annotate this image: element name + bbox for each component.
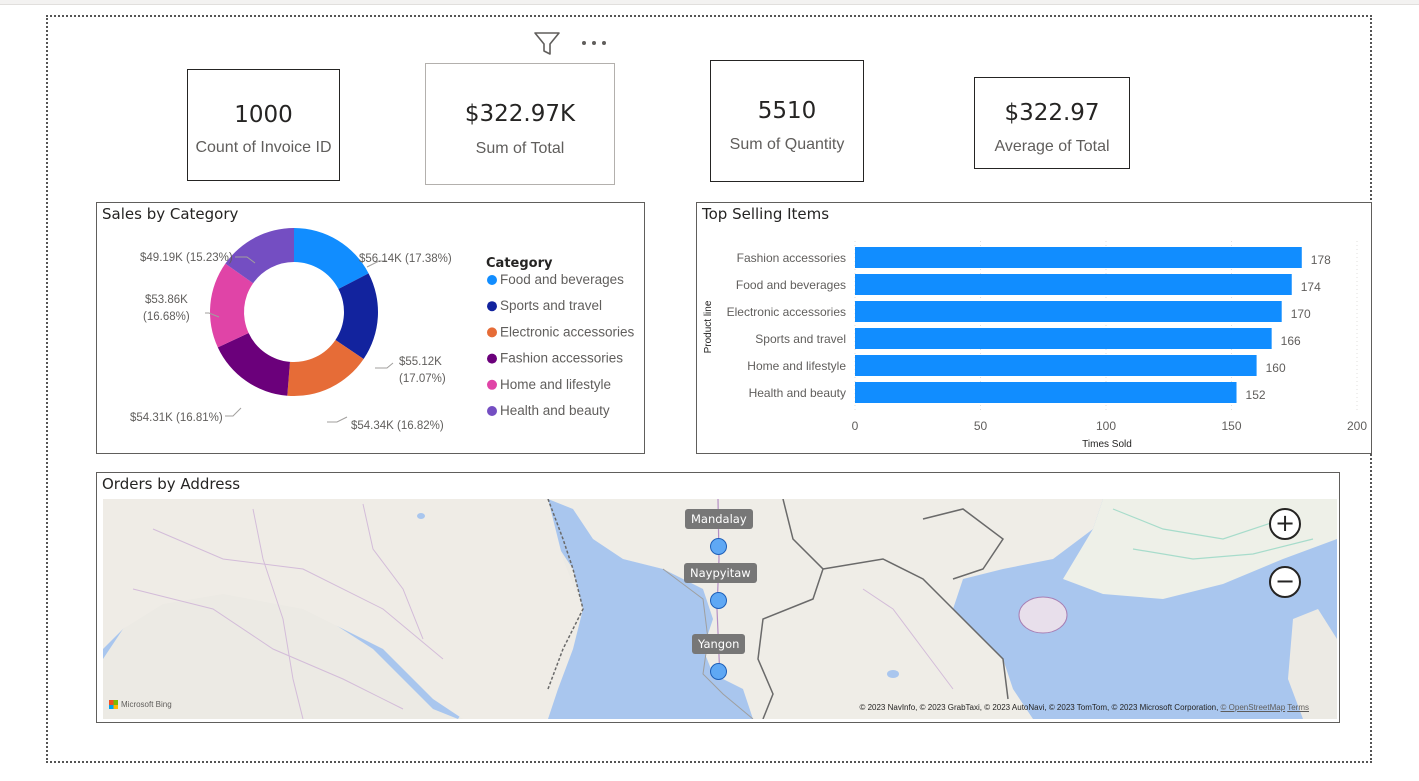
panel-title: Top Selling Items bbox=[702, 205, 830, 223]
bar[interactable] bbox=[855, 247, 1302, 268]
legend-marker bbox=[487, 301, 497, 312]
map-view[interactable]: Mandalay Naypyitaw Yangon + − Microsoft … bbox=[103, 499, 1337, 719]
legend-marker bbox=[487, 275, 497, 285]
legend-item[interactable]: Fashion accessories bbox=[500, 351, 623, 366]
donut-chart: $56.14K (17.38%) $55.12K (17.07%) $54.34… bbox=[130, 228, 635, 432]
city-label-yangon: Yangon bbox=[692, 634, 746, 654]
panel-title: Sales by Category bbox=[102, 205, 239, 223]
kpi-label: Sum of Quantity bbox=[729, 136, 845, 153]
sales-by-category-panel[interactable]: Sales by Category $56.14K (17.38%) $55.1… bbox=[96, 202, 645, 454]
bar-data-label: 170 bbox=[1291, 307, 1311, 321]
copyright-text: © 2023 NavInfo, © 2023 GrabTaxi, © 2023 … bbox=[859, 703, 1219, 712]
zoom-out-button[interactable]: − bbox=[1269, 566, 1301, 598]
x-tick-label: 150 bbox=[1221, 419, 1241, 433]
map-background bbox=[103, 499, 1337, 719]
donut-slice-food-and-beverages[interactable] bbox=[294, 228, 369, 289]
bar[interactable] bbox=[855, 301, 1282, 322]
more-options-icon[interactable] bbox=[580, 36, 610, 50]
y-category-label: Electronic accessories bbox=[727, 305, 846, 319]
zoom-in-button[interactable]: + bbox=[1269, 508, 1301, 540]
legend-item[interactable]: Food and beverages bbox=[500, 272, 624, 287]
city-label-mandalay: Mandalay bbox=[685, 509, 753, 529]
y-axis-title: Product line bbox=[703, 300, 714, 353]
y-category-label: Health and beauty bbox=[749, 386, 846, 400]
bar-data-label: 178 bbox=[1311, 253, 1331, 267]
kpi-card-sum-quantity[interactable]: 5510 Sum of Quantity bbox=[710, 60, 864, 182]
donut-data-label: $54.31K (16.81%) bbox=[130, 412, 223, 424]
donut-data-label: $49.19K (15.23%) bbox=[140, 252, 233, 264]
kpi-label: Average of Total bbox=[994, 138, 1110, 155]
legend-marker bbox=[487, 406, 497, 416]
legend-marker bbox=[487, 327, 497, 338]
y-category-label: Home and lifestyle bbox=[747, 359, 846, 373]
bing-attribution: Microsoft Bing bbox=[109, 700, 172, 709]
bar[interactable] bbox=[855, 274, 1292, 295]
filter-icon[interactable] bbox=[533, 31, 561, 57]
donut-slice-fashion-accessories[interactable] bbox=[217, 333, 290, 396]
legend-title: Category bbox=[486, 256, 553, 271]
donut-slice-home-and-lifestyle[interactable] bbox=[210, 263, 254, 348]
map-copyright: © 2023 NavInfo, © 2023 GrabTaxi, © 2023 … bbox=[859, 703, 1309, 712]
donut-data-label: $55.12K bbox=[399, 356, 442, 368]
donut-data-label: (16.68%) bbox=[143, 311, 190, 323]
legend-marker bbox=[487, 379, 497, 390]
x-axis-title: Times Sold bbox=[1082, 439, 1132, 450]
orders-by-address-panel[interactable]: Orders by Address bbox=[96, 472, 1340, 723]
legend-marker bbox=[487, 353, 497, 364]
x-tick-label: 200 bbox=[1347, 419, 1367, 433]
legend-item[interactable]: Home and lifestyle bbox=[500, 377, 611, 392]
x-tick-label: 0 bbox=[852, 419, 859, 433]
openstreetmap-link[interactable]: © OpenStreetMap bbox=[1220, 703, 1286, 712]
kpi-value: 5510 bbox=[757, 98, 817, 124]
kpi-label: Count of Invoice ID bbox=[195, 139, 332, 156]
bar[interactable] bbox=[855, 382, 1237, 403]
x-tick-label: 50 bbox=[974, 419, 988, 433]
bar-data-label: 160 bbox=[1266, 361, 1286, 375]
donut-data-label: $54.34K (16.82%) bbox=[351, 420, 444, 432]
legend-item[interactable]: Electronic accessories bbox=[500, 324, 635, 339]
donut-slice-sports-and-travel[interactable] bbox=[335, 273, 378, 359]
bar[interactable] bbox=[855, 355, 1257, 376]
kpi-card-invoice-count[interactable]: 1000 Count of Invoice ID bbox=[187, 69, 340, 181]
bar-data-label: 166 bbox=[1281, 334, 1301, 348]
city-label-naypyitaw: Naypyitaw bbox=[684, 563, 757, 583]
legend-item[interactable]: Sports and travel bbox=[500, 298, 602, 313]
kpi-label: Sum of Total bbox=[475, 140, 565, 157]
bar-data-label: 174 bbox=[1301, 280, 1321, 294]
map-point-mandalay[interactable] bbox=[710, 538, 727, 555]
y-category-label: Food and beverages bbox=[736, 278, 846, 292]
donut-data-label: $56.14K (17.38%) bbox=[359, 253, 452, 265]
donut-data-label: $53.86K bbox=[145, 294, 188, 306]
bar-chart: 0 50 100 150 200 Fashion accessories 178 Food … bbox=[703, 241, 1367, 450]
kpi-value: $322.97 bbox=[1004, 100, 1100, 126]
microsoft-logo-icon bbox=[109, 700, 118, 709]
donut-slice-electronic-accessories[interactable] bbox=[287, 339, 364, 396]
map-point-naypyitaw[interactable] bbox=[710, 592, 727, 609]
y-category-label: Sports and travel bbox=[755, 332, 846, 346]
legend-item[interactable]: Health and beauty bbox=[500, 403, 610, 418]
top-selling-items-panel[interactable]: Top Selling Items 0 50 100 150 200 Fashion a… bbox=[696, 202, 1372, 454]
y-category-label: Fashion accessories bbox=[737, 251, 846, 265]
map-point-yangon[interactable] bbox=[710, 663, 727, 680]
x-tick-label: 100 bbox=[1096, 419, 1116, 433]
panel-title: Orders by Address bbox=[102, 475, 241, 493]
kpi-card-sum-total[interactable]: $322.97K Sum of Total bbox=[425, 63, 615, 185]
top-bar bbox=[0, 0, 1419, 5]
bar-data-label: 152 bbox=[1246, 388, 1266, 402]
kpi-value: $322.97K bbox=[464, 101, 576, 127]
donut-data-label: (17.07%) bbox=[399, 373, 446, 385]
terms-link[interactable]: Terms bbox=[1287, 703, 1309, 712]
donut-slice-health-and-beauty[interactable] bbox=[225, 228, 294, 284]
bing-label: Microsoft Bing bbox=[121, 700, 172, 709]
kpi-card-average-total[interactable]: $322.97 Average of Total bbox=[974, 77, 1130, 169]
kpi-value: 1000 bbox=[234, 102, 293, 128]
bar[interactable] bbox=[855, 328, 1272, 349]
